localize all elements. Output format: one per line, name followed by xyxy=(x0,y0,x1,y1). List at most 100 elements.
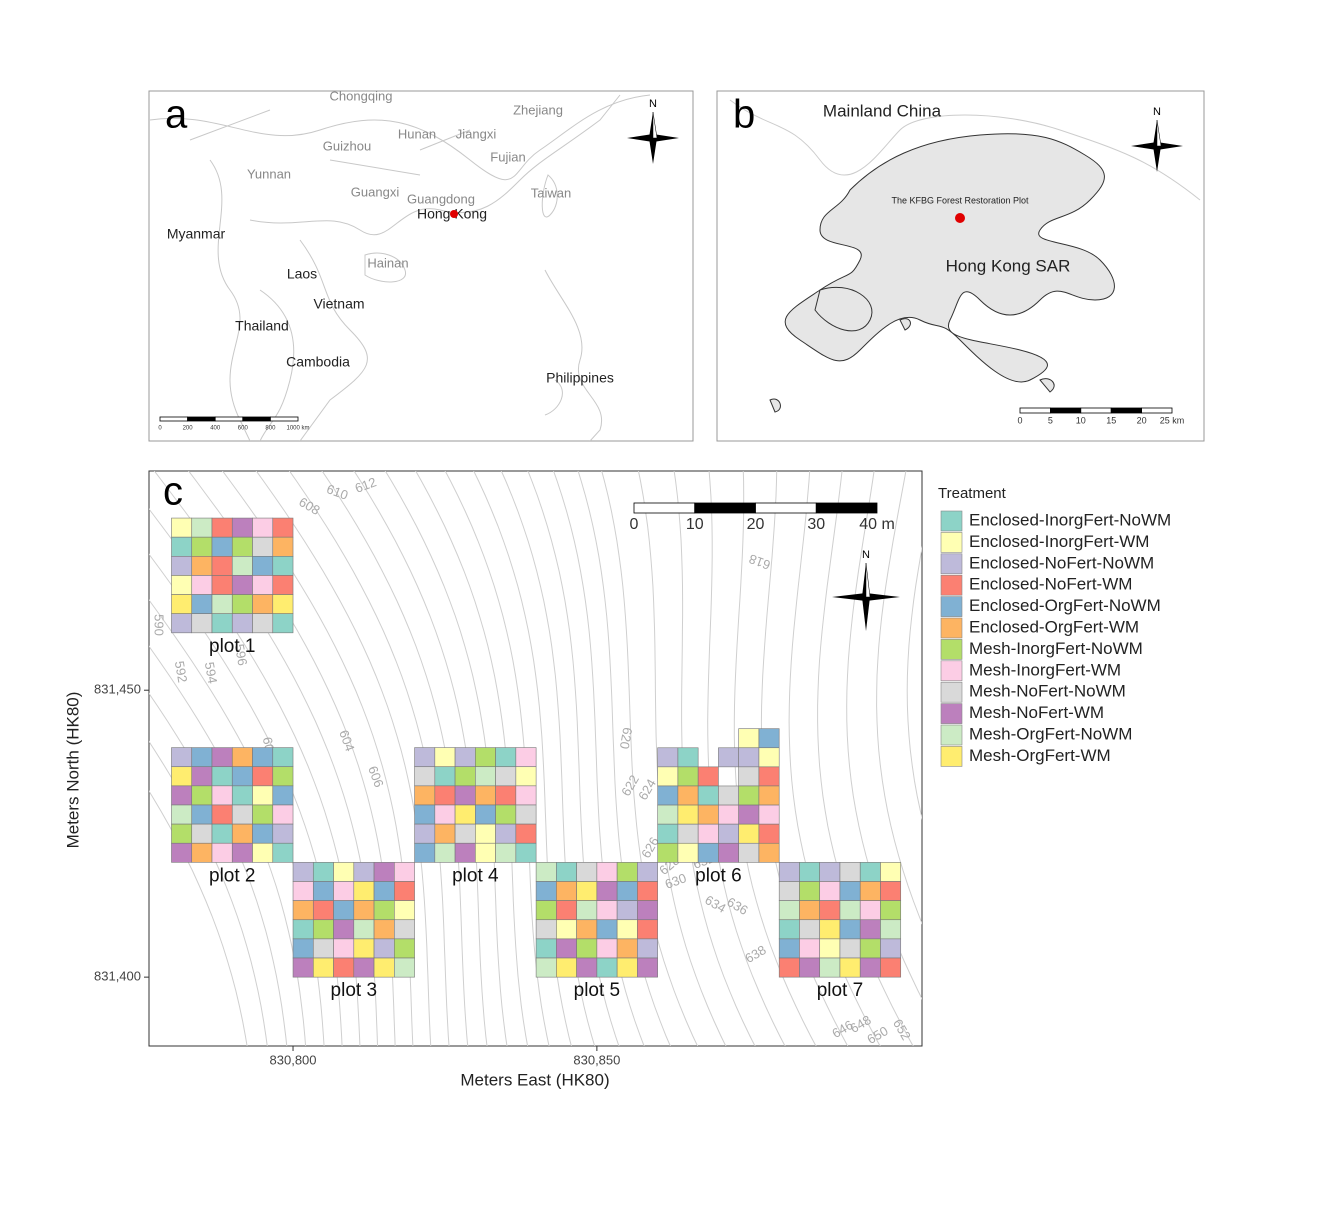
plot-cell xyxy=(312,881,334,901)
contour-line xyxy=(846,471,922,1000)
plot-cell xyxy=(414,804,436,825)
plot-cell xyxy=(475,823,496,844)
site-dot xyxy=(955,213,965,223)
plot-cell xyxy=(475,785,496,806)
plot-cell xyxy=(231,842,253,863)
plot-cell xyxy=(535,881,557,901)
plot-cell xyxy=(454,823,476,844)
island xyxy=(364,252,406,283)
scale-segment xyxy=(1080,407,1112,414)
plot-cell xyxy=(191,823,213,844)
plot-cell xyxy=(616,900,638,921)
plot-cell xyxy=(191,842,213,863)
plot-cell xyxy=(495,747,517,768)
plot-cell xyxy=(353,862,375,882)
plot-cell xyxy=(677,785,699,806)
plot-cell xyxy=(657,747,679,768)
plot-cell xyxy=(272,785,294,806)
plot-cell xyxy=(515,823,537,844)
plot-cell xyxy=(394,938,415,959)
plot-cell xyxy=(292,938,314,959)
legend-label: Mesh-OrgFert-NoWM xyxy=(969,724,1132,743)
plot-cell xyxy=(697,804,719,825)
plot-cell xyxy=(312,919,334,940)
plot-cell xyxy=(535,900,557,921)
legend-title: Treatment xyxy=(938,485,1007,502)
map-outlines xyxy=(149,94,651,441)
plot-cell xyxy=(738,785,760,806)
place-label: Thailand xyxy=(235,318,289,334)
plot-cell xyxy=(252,804,274,825)
plot-cell xyxy=(637,938,658,959)
plot-cell xyxy=(495,785,517,806)
scale-segment xyxy=(755,502,817,514)
plot-cell xyxy=(312,900,334,921)
plot-cell xyxy=(758,766,780,787)
scale-label: 15 xyxy=(1106,415,1116,425)
plot-cell xyxy=(718,842,739,863)
plot-cell xyxy=(839,881,861,901)
plot-cell xyxy=(859,900,881,921)
plot-cell xyxy=(292,862,314,882)
location-dot xyxy=(450,210,458,218)
legend-label: Enclosed-InorgFert-NoWM xyxy=(969,510,1171,529)
plot-cell xyxy=(312,957,334,978)
scale-segment xyxy=(1050,407,1082,414)
scale-segment xyxy=(1019,407,1051,414)
plot-cell xyxy=(272,556,294,576)
contour-label: 620 xyxy=(617,726,636,750)
plot-cell xyxy=(697,785,719,806)
plot-cell xyxy=(171,575,193,595)
place-label: Zhejiang xyxy=(513,102,563,117)
north-label: N xyxy=(649,98,657,110)
plot-cell xyxy=(819,919,841,940)
scale-label: 10 xyxy=(686,516,704,533)
plot-cell xyxy=(454,785,476,806)
place-label: Guangdong xyxy=(407,191,475,206)
plot-cell xyxy=(454,804,476,825)
plot-cell xyxy=(191,536,213,557)
border xyxy=(209,159,251,441)
legend-label: Enclosed-NoFert-NoWM xyxy=(969,553,1154,572)
plot-cell xyxy=(211,594,233,614)
plot-cell xyxy=(758,785,780,806)
place-label: Vietnam xyxy=(313,296,364,312)
plot-cell xyxy=(211,613,233,634)
plot-cell xyxy=(778,919,800,940)
contour-line xyxy=(601,471,699,1046)
scale-segment xyxy=(159,416,189,422)
plot-cell xyxy=(171,804,193,825)
plot-cell xyxy=(272,842,294,863)
plot-cell xyxy=(495,842,517,863)
contour-line xyxy=(255,471,432,1046)
legend-label: Mesh-OrgFert-WM xyxy=(969,746,1111,765)
place-label: Myanmar xyxy=(167,226,226,242)
plot-cell xyxy=(515,747,537,768)
scale-segment xyxy=(269,416,299,422)
plot-cell xyxy=(616,862,638,882)
legend-swatch xyxy=(940,724,963,746)
plot-cell xyxy=(839,938,861,959)
scale-label: 10 xyxy=(1076,415,1086,425)
plot-cell xyxy=(171,766,193,787)
y-tick-label: 831,400 xyxy=(94,969,141,984)
contour-label: 590 xyxy=(152,614,167,636)
plot-cell xyxy=(556,862,577,882)
contour-label: 594 xyxy=(202,661,221,685)
place-label: Yunnan xyxy=(247,166,291,181)
plot-cell xyxy=(799,957,821,978)
plot-cell xyxy=(616,938,638,959)
plot-cell xyxy=(799,862,821,882)
plot-cell xyxy=(414,823,436,844)
coast xyxy=(249,94,621,236)
plot-cell xyxy=(211,517,233,538)
plot-cell xyxy=(697,766,719,787)
plot-cell xyxy=(677,766,699,787)
place-label: Cambodia xyxy=(286,354,350,370)
scale-segment xyxy=(1141,407,1173,414)
plot-cell xyxy=(697,823,719,844)
plot-cell xyxy=(353,919,375,940)
plot-cell xyxy=(231,536,253,557)
plot-cell xyxy=(252,575,274,595)
legend-label: Mesh-NoFert-NoWM xyxy=(969,682,1126,701)
